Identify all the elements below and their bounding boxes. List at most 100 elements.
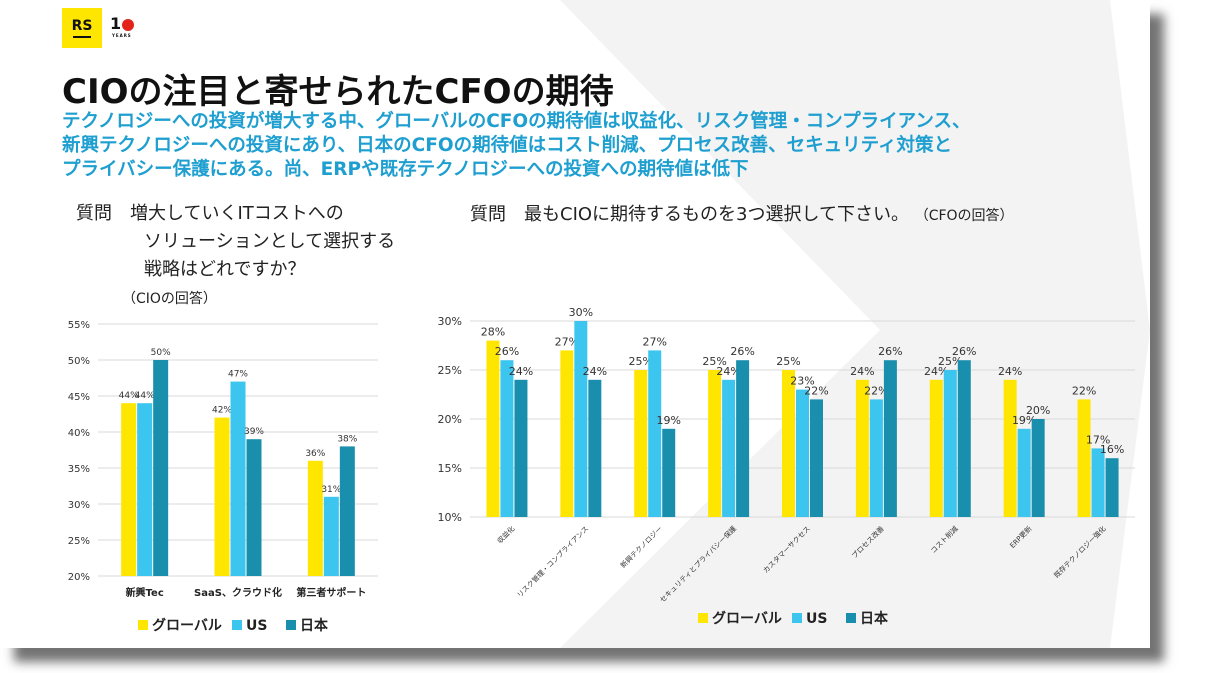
y-tick-label: 30%	[68, 500, 90, 511]
left-question-line: ソリューションとして選択する	[144, 231, 396, 252]
subtitle-line: プライバシー保護にある。尚、ERPや既存テクノロジーへの投資への期待値は低下	[62, 159, 749, 180]
data-label: 44%	[135, 391, 155, 401]
data-label: 27%	[555, 335, 579, 348]
bar	[782, 370, 795, 517]
category-label: 既存テクノロジー強化	[1052, 524, 1108, 580]
y-tick-label: 25%	[438, 364, 462, 377]
category-label: 収益化	[495, 524, 516, 545]
y-tick-label: 40%	[68, 428, 90, 439]
data-label: 20%	[1026, 404, 1050, 417]
data-label: 26%	[730, 345, 754, 358]
legend-label: US	[246, 618, 267, 634]
legend-label: グローバル	[152, 617, 222, 634]
bar	[736, 360, 750, 517]
y-tick-label: 35%	[68, 464, 90, 475]
y-tick-label: 30%	[438, 315, 462, 328]
bar	[943, 370, 957, 517]
y-tick-label: 15%	[438, 462, 462, 475]
category-label: セキュリティとプライバシー保護	[658, 524, 738, 604]
bar	[246, 439, 262, 576]
data-label: 44%	[119, 391, 139, 401]
left-question-line: 質問 増大していくITコストへの	[76, 203, 344, 224]
category-label: リスク管理・コンプライアンス	[515, 524, 590, 599]
bar	[1077, 399, 1091, 517]
data-label: 27%	[642, 335, 666, 348]
data-label: 42%	[212, 406, 232, 416]
right-question-main: 質問 最もCIOに期待するものを3つ選択して下さい。	[470, 204, 909, 225]
data-label: 22%	[864, 384, 888, 397]
legend-swatch	[698, 613, 708, 623]
red-dot-icon	[122, 18, 135, 31]
category-label: カスタマーサクセス	[761, 524, 812, 575]
data-label: 25%	[776, 355, 800, 368]
ten-years-logo: 1 YEARS	[110, 14, 135, 38]
bar	[588, 379, 602, 517]
legend-label: グローバル	[712, 610, 782, 625]
category-label: 第三者サポート	[296, 586, 366, 599]
bar	[883, 360, 897, 517]
y-tick-label: 55%	[68, 320, 90, 331]
bar	[1017, 428, 1031, 517]
data-label: 17%	[1086, 433, 1110, 446]
bar	[1031, 419, 1045, 517]
bar	[500, 360, 514, 517]
data-label: 24%	[998, 365, 1022, 378]
subtitle-line: テクノロジーへの投資が増大する中、グローバルのCFOの期待値は収益化、リスク管理…	[62, 111, 971, 132]
bar	[929, 379, 943, 517]
bar	[137, 403, 153, 576]
bar	[153, 360, 169, 576]
legend-label: US	[806, 611, 827, 625]
category-label: 新興Tec	[126, 586, 164, 599]
bar	[1105, 458, 1119, 517]
data-label: 47%	[228, 370, 248, 380]
y-tick-label: 25%	[68, 536, 90, 547]
bar	[574, 321, 588, 517]
bar	[796, 389, 809, 517]
background-arrow-shape	[560, 0, 1150, 648]
right-question: 質問 最もCIOに期待するものを3つ選択して下さい。 （CFOの回答）	[470, 200, 1014, 226]
data-label: 26%	[952, 345, 976, 358]
data-label: 16%	[1100, 443, 1124, 456]
category-label: ERP更新	[1008, 524, 1034, 550]
category-label: コスト削減	[929, 524, 960, 555]
data-label: 24%	[583, 365, 607, 378]
bar	[323, 496, 339, 576]
right-question-sub: （CFOの回答）	[914, 208, 1014, 224]
subtitle: テクノロジーへの投資が増大する中、グローバルのCFOの期待値は収益化、リスク管理…	[62, 110, 1062, 182]
category-label: SaaS、クラウド化	[194, 586, 282, 599]
y-tick-label: 20%	[438, 413, 462, 426]
data-label: 50%	[151, 348, 171, 358]
bar	[855, 379, 869, 517]
bar	[486, 340, 500, 517]
bar	[810, 399, 823, 517]
data-label: 39%	[244, 427, 264, 437]
data-label: 36%	[305, 449, 325, 459]
data-label: 19%	[656, 414, 680, 427]
bar	[648, 350, 662, 517]
bar	[1091, 448, 1105, 517]
legend-swatch	[138, 620, 148, 630]
legend-swatch	[286, 620, 296, 630]
bar	[662, 428, 676, 517]
data-label: 24%	[509, 365, 533, 378]
data-label: 24%	[716, 365, 740, 378]
rs-logo: RS	[62, 8, 102, 48]
bar	[1003, 379, 1017, 517]
y-tick-label: 20%	[68, 572, 90, 583]
cio-strategy-chart: 20% 25% 30% 35% 40% 45% 50% 55% 44%44% 50% 新興Tec 42…	[68, 320, 378, 634]
left-question-sub: （CIOの回答）	[122, 291, 217, 307]
bar	[708, 370, 722, 517]
cfo-expectation-chart: 10% 15% 20% 25% 30% 28% 26% 24% 収益化 27% 30% 24% リスク管…	[438, 306, 1135, 625]
data-label: 30%	[569, 306, 593, 319]
data-label: 24%	[850, 365, 874, 378]
bar	[957, 360, 971, 517]
bar	[214, 417, 230, 576]
subtitle-line: 新興テクノロジーへの投資にあり、日本のCFOの期待値はコスト削減、プロセス改善、…	[62, 135, 952, 156]
bar	[560, 350, 574, 517]
data-label: 25%	[938, 355, 962, 368]
data-label: 38%	[337, 434, 357, 444]
y-tick-label: 45%	[68, 392, 90, 403]
category-label: 新興テクノロジー	[618, 524, 664, 570]
data-label: 24%	[924, 365, 948, 378]
data-label: 23%	[790, 375, 814, 388]
